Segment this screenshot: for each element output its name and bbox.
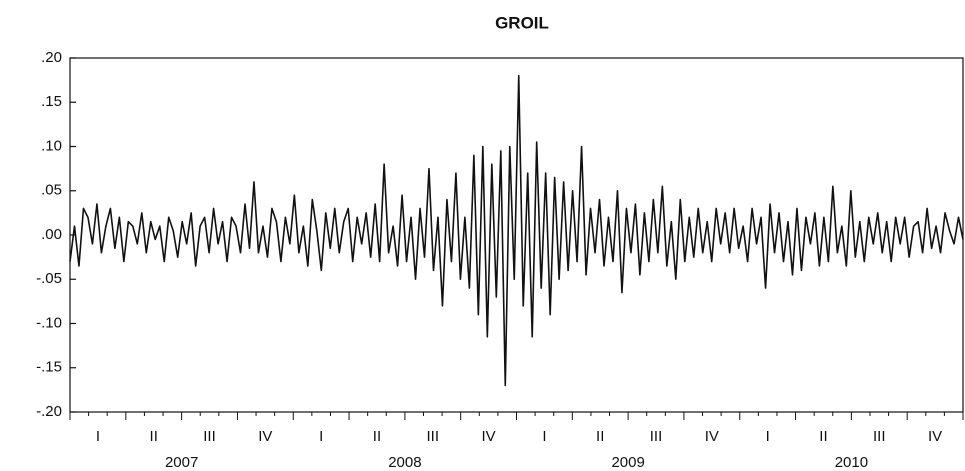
data-line — [69, 74, 964, 387]
x-year-label: 2010 — [835, 454, 868, 471]
x-quarter-label: III — [873, 428, 886, 445]
y-tick-label: .05 — [41, 182, 62, 199]
x-quarter-label: IV — [482, 428, 496, 445]
x-quarter-label: III — [427, 428, 440, 445]
x-quarter-label: III — [650, 428, 663, 445]
x-quarter-label: IV — [705, 428, 719, 445]
y-tick-label: -.15 — [36, 359, 62, 376]
y-tick-label: -.20 — [36, 403, 62, 420]
x-year-label: 2007 — [165, 454, 198, 471]
x-quarter-label: I — [542, 428, 546, 445]
y-tick-label: .15 — [41, 93, 62, 110]
y-tick-label: .20 — [41, 49, 62, 66]
x-quarter-label: I — [766, 428, 770, 445]
x-year-label: 2009 — [611, 454, 644, 471]
y-tick-label: -.05 — [36, 270, 62, 287]
x-quarter-label: III — [203, 428, 216, 445]
chart-title: GROIL — [495, 13, 549, 32]
plot-frame — [69, 57, 964, 413]
x-quarter-label: I — [319, 428, 323, 445]
x-quarter-label: IV — [258, 428, 272, 445]
x-quarter-label: I — [96, 428, 100, 445]
y-tick-label: -.10 — [36, 314, 62, 331]
x-quarter-label: II — [596, 428, 604, 445]
y-tick-label: .10 — [41, 137, 62, 154]
x-year-label: 2008 — [388, 454, 421, 471]
x-quarter-label: II — [819, 428, 827, 445]
x-quarter-label: IV — [928, 428, 942, 445]
x-quarter-label: II — [373, 428, 381, 445]
x-quarter-label: II — [150, 428, 158, 445]
y-tick-label: .00 — [41, 226, 62, 243]
